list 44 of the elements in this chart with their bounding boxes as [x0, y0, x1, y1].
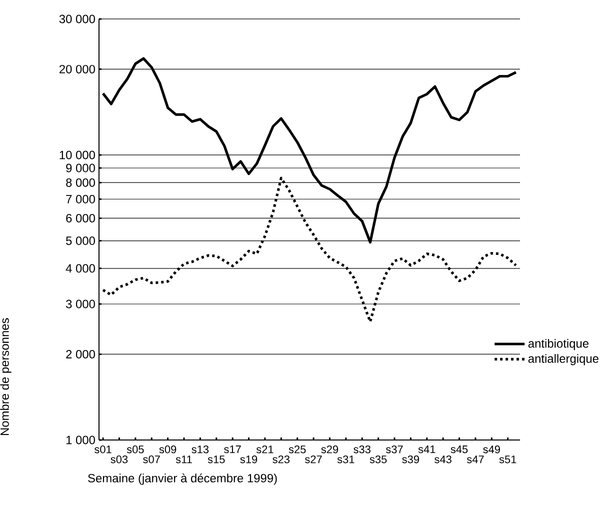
x-tick-label: s49 — [483, 446, 500, 454]
y-tick-label: 3 000 — [66, 300, 96, 308]
y-tick-label: 5 000 — [66, 236, 96, 245]
x-tick-label: s35 — [370, 455, 387, 464]
y-tick-label: 10 000 — [60, 150, 95, 160]
x-tick-label: s41 — [418, 446, 436, 454]
y-tick-label: 9 000 — [66, 164, 96, 172]
x-tick-label: s09 — [159, 446, 176, 454]
x-axis-title: Semaine (janvier à décembre 1999) — [88, 474, 277, 485]
y-tick-label: 30 000 — [59, 14, 95, 24]
y-tick-label: 2 000 — [66, 350, 96, 358]
x-tick-label: s23 — [272, 455, 290, 464]
x-tick-label: s51 — [499, 456, 516, 464]
x-tick-label: s47 — [466, 456, 484, 464]
x-tick-label: s25 — [288, 446, 306, 454]
line-series — [102, 57, 518, 244]
y-tick-label: 7 000 — [66, 194, 96, 204]
y-tick-label: 8 000 — [66, 178, 96, 187]
x-tick-label: s27 — [305, 455, 322, 464]
x-tick-label: s05 — [126, 446, 144, 454]
y-tick-label: 4 000 — [66, 264, 96, 273]
y-tick-label: 1 000 — [66, 436, 96, 444]
x-tick-label: s13 — [192, 446, 209, 454]
y-tick-label: 20 000 — [60, 64, 95, 74]
y-tick-label: 6 000 — [66, 214, 96, 222]
y-axis-title: Nombre de personnes — [0, 318, 12, 436]
line-series — [102, 176, 518, 324]
x-tick-label: s01 — [94, 446, 112, 454]
legend-label: antibiotique — [528, 338, 588, 350]
legend-label: antiallergique — [528, 354, 598, 366]
x-tick-label: s03 — [110, 455, 128, 464]
x-tick-label: s43 — [434, 455, 452, 464]
x-tick-label: s17 — [224, 446, 241, 454]
x-tick-label: s45 — [450, 446, 468, 454]
x-tick-label: s15 — [208, 456, 225, 464]
x-tick-label: s37 — [386, 446, 403, 454]
x-tick-label: s07 — [143, 455, 160, 464]
x-tick-label: s31 — [337, 455, 354, 464]
x-tick-label: s39 — [402, 455, 420, 464]
x-tick-label: s21 — [256, 446, 274, 454]
x-tick-label: s29 — [321, 446, 338, 454]
x-tick-label: s19 — [240, 455, 258, 464]
x-tick-label: s33 — [354, 446, 370, 454]
x-tick-label: s11 — [176, 456, 192, 464]
